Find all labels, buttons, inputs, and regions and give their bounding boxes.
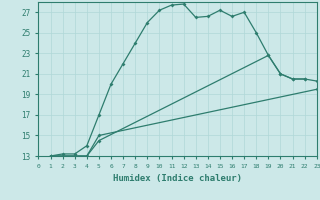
X-axis label: Humidex (Indice chaleur): Humidex (Indice chaleur)	[113, 174, 242, 183]
